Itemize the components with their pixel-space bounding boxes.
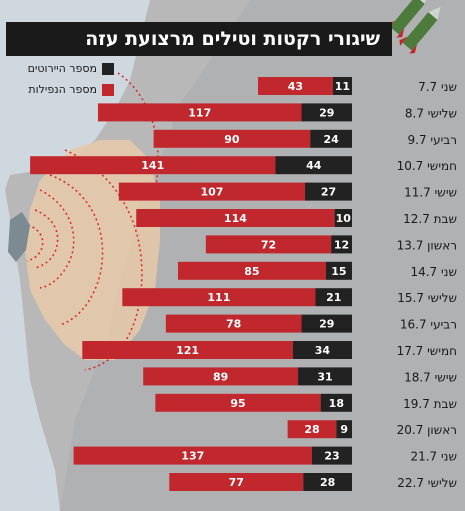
bar-intercepted-1 — [301, 103, 352, 122]
bar-intercepted-14 — [311, 446, 352, 465]
label-intercepted-11: 31 — [317, 370, 332, 383]
label-fallen-0: 43 — [288, 80, 303, 93]
day-label-9: רביעי 16.7 — [400, 318, 457, 332]
bar-intercepted-10 — [292, 341, 352, 359]
bar-fallen-14 — [73, 446, 312, 465]
label-intercepted-0: 11 — [335, 80, 350, 93]
label-fallen-8: 111 — [207, 291, 230, 304]
bar-intercepted-4 — [305, 182, 352, 201]
bar-fallen-5 — [136, 209, 335, 227]
label-intercepted-13: 9 — [340, 423, 348, 436]
label-fallen-1: 117 — [188, 106, 211, 119]
day-label-13: ראשון 20.7 — [397, 423, 457, 437]
bar-fallen-2 — [153, 129, 311, 148]
label-fallen-15: 77 — [229, 476, 244, 489]
label-intercepted-7: 15 — [331, 265, 346, 278]
bar-fallen-3 — [30, 156, 276, 175]
bar-intercepted-0 — [332, 77, 352, 95]
bar-intercepted-8 — [315, 288, 352, 307]
legend-swatch-fallen — [102, 84, 114, 96]
label-fallen-13: 28 — [304, 423, 319, 436]
day-label-8: שלישי 15.7 — [397, 291, 457, 305]
label-fallen-12: 95 — [230, 397, 245, 410]
bar-intercepted-11 — [298, 367, 352, 386]
bar-fallen-4 — [118, 182, 306, 201]
bar-fallen-11 — [143, 367, 299, 386]
bar-intercepted-9 — [301, 314, 352, 333]
bar-fallen-6 — [205, 235, 332, 254]
label-intercepted-12: 18 — [329, 397, 344, 410]
bar-intercepted-6 — [331, 235, 352, 254]
day-label-2: רביעי 9.7 — [408, 133, 458, 147]
label-fallen-10: 121 — [176, 344, 199, 357]
label-intercepted-8: 21 — [326, 291, 341, 304]
day-label-1: שלישי 8.7 — [405, 106, 457, 120]
day-label-3: חמישי 10.7 — [397, 159, 457, 173]
label-intercepted-3: 44 — [306, 159, 322, 172]
bar-fallen-12 — [155, 393, 321, 412]
legend-fallen: מספר הנפילות — [4, 83, 114, 97]
bar-intercepted-13 — [336, 420, 352, 439]
label-intercepted-6: 12 — [334, 238, 349, 251]
day-label-0: שני 7.7 — [418, 80, 457, 94]
bar-intercepted-15 — [303, 473, 352, 491]
day-label-7: שני 14.7 — [410, 265, 457, 279]
label-intercepted-10: 34 — [315, 344, 331, 357]
bar-intercepted-5 — [334, 209, 352, 227]
label-fallen-2: 90 — [224, 133, 240, 146]
legend-swatch-intercepted — [102, 63, 114, 75]
label-fallen-6: 72 — [261, 238, 276, 251]
day-label-10: חמישי 17.7 — [397, 344, 457, 358]
bar-fallen-7 — [178, 261, 326, 280]
day-label-4: שישי 11.7 — [404, 186, 457, 200]
day-label-11: שישי 18.7 — [404, 370, 457, 384]
label-intercepted-9: 29 — [319, 318, 334, 331]
label-intercepted-4: 27 — [321, 186, 336, 199]
bar-fallen-8 — [122, 288, 316, 307]
day-label-6: ראשון 13.7 — [397, 238, 457, 252]
label-fallen-4: 107 — [200, 186, 223, 199]
day-label-12: שבת 19.7 — [403, 397, 457, 411]
bar-fallen-9 — [165, 314, 302, 333]
bar-fallen-1 — [97, 103, 302, 122]
label-fallen-7: 85 — [244, 265, 259, 278]
chart-title: שיגורי רקטות וטילים מרצועת עזה — [85, 28, 380, 50]
legend-label-fallen: מספר הנפילות — [28, 83, 97, 96]
day-label-14: שני 21.7 — [410, 450, 457, 464]
legend-label-intercepted: מספר היירוטים — [27, 62, 97, 75]
label-fallen-5: 114 — [224, 212, 247, 225]
label-intercepted-1: 29 — [319, 106, 334, 119]
bar-intercepted-2 — [310, 129, 352, 148]
label-fallen-14: 137 — [181, 450, 204, 463]
label-fallen-11: 89 — [213, 370, 228, 383]
bar-fallen-0 — [258, 77, 333, 95]
day-label-5: שבת 12.7 — [403, 212, 457, 226]
label-intercepted-14: 23 — [324, 450, 339, 463]
label-intercepted-2: 24 — [323, 133, 339, 146]
bar-fallen-10 — [82, 341, 293, 359]
day-label-15: שלישי 22.7 — [397, 476, 457, 490]
legend-intercepted: מספר היירוטים — [4, 62, 114, 76]
title-bar: שיגורי רקטות וטילים מרצועת עזה — [6, 22, 392, 56]
label-intercepted-5: 10 — [336, 212, 352, 225]
bar-intercepted-7 — [325, 261, 352, 280]
bar-fallen-15 — [169, 473, 304, 491]
label-intercepted-15: 28 — [320, 476, 335, 489]
label-fallen-3: 141 — [141, 159, 164, 172]
bar-intercepted-12 — [320, 393, 352, 412]
bar-intercepted-3 — [275, 156, 352, 175]
bar-fallen-13 — [287, 420, 337, 439]
label-fallen-9: 78 — [226, 318, 241, 331]
